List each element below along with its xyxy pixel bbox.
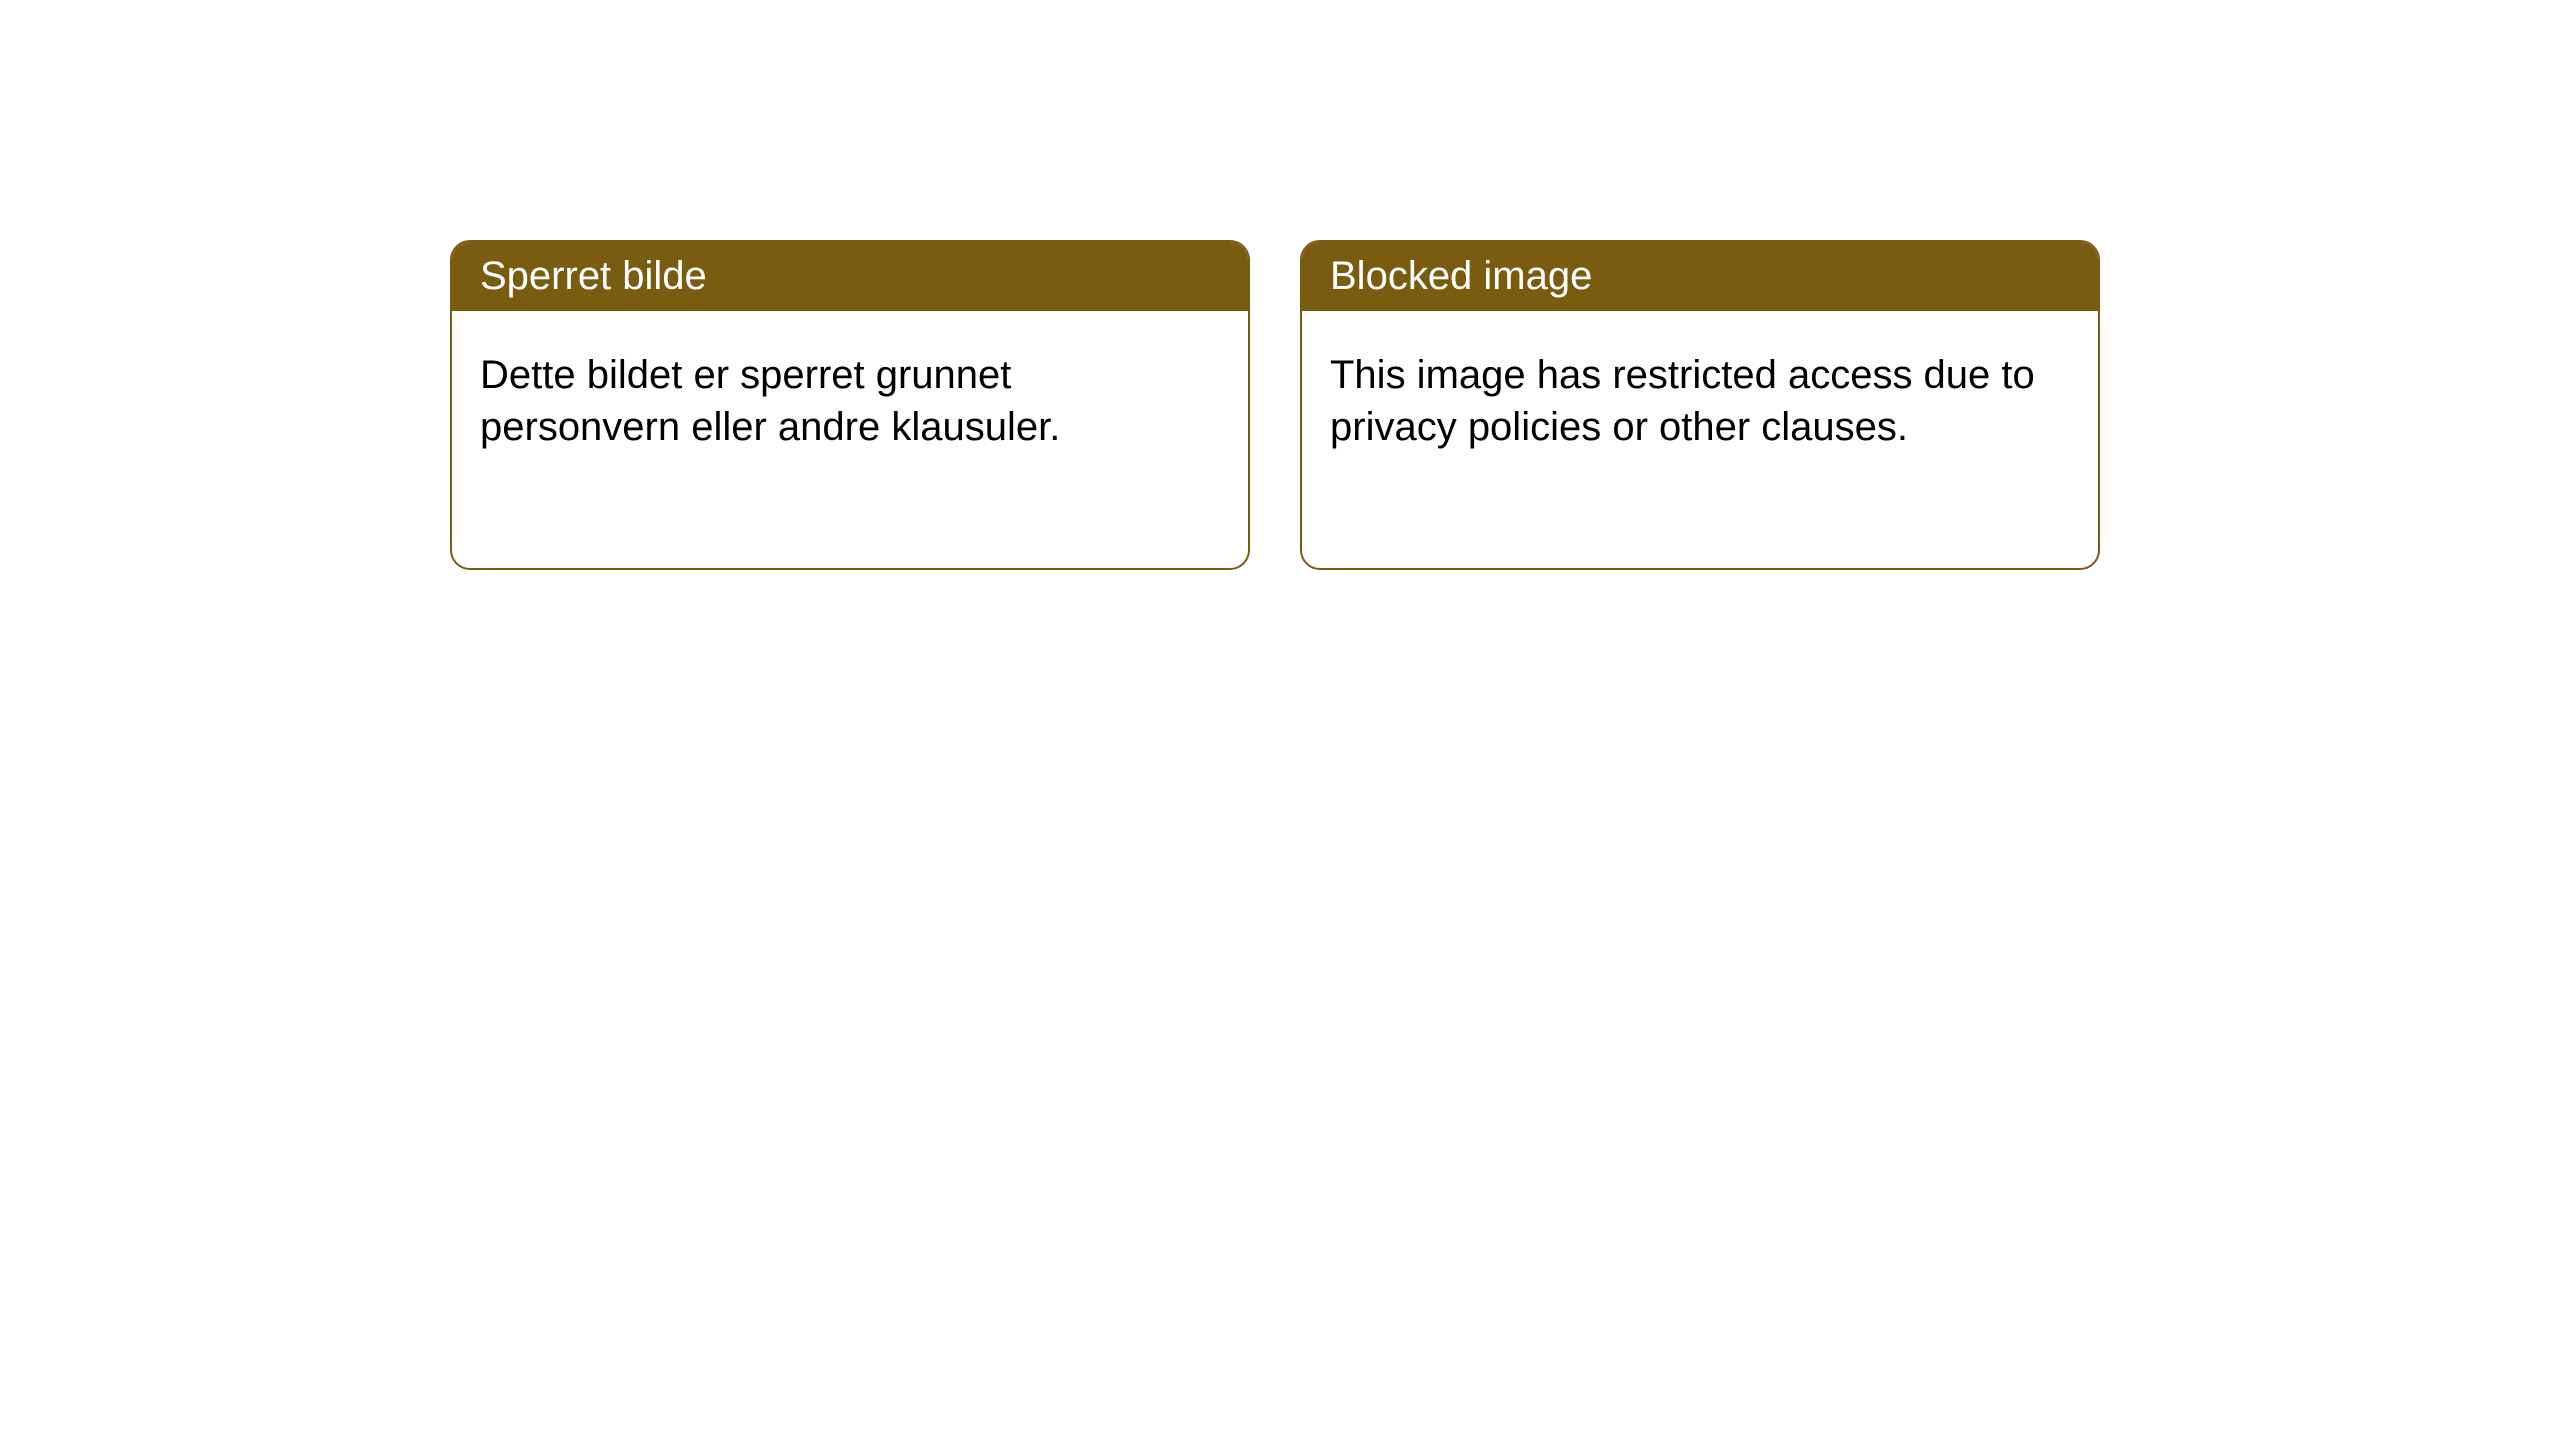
card-body-en: This image has restricted access due to … [1302, 311, 2098, 491]
blocked-image-card-en: Blocked image This image has restricted … [1300, 240, 2100, 570]
card-header-en: Blocked image [1302, 242, 2098, 311]
card-body-text-no: Dette bildet er sperret grunnet personve… [480, 353, 1060, 449]
card-body-text-en: This image has restricted access due to … [1330, 353, 2035, 449]
blocked-image-card-no: Sperret bilde Dette bildet er sperret gr… [450, 240, 1250, 570]
card-header-no: Sperret bilde [452, 242, 1248, 311]
card-title-en: Blocked image [1330, 254, 1592, 298]
card-title-no: Sperret bilde [480, 254, 707, 298]
cards-container: Sperret bilde Dette bildet er sperret gr… [0, 0, 2560, 570]
card-body-no: Dette bildet er sperret grunnet personve… [452, 311, 1248, 491]
